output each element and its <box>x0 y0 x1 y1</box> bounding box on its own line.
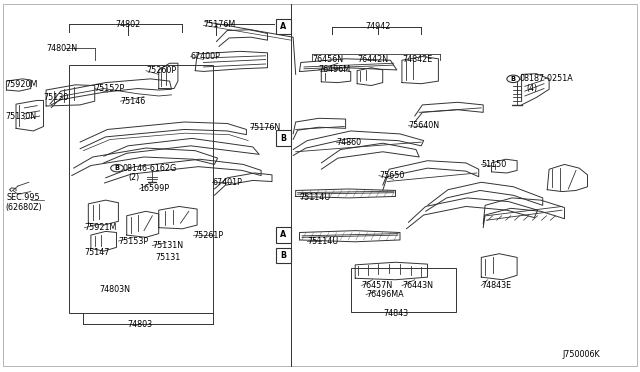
Text: 75146: 75146 <box>120 97 145 106</box>
Text: (4): (4) <box>526 84 537 93</box>
Text: 74942: 74942 <box>365 22 390 31</box>
Text: 74802: 74802 <box>115 20 141 29</box>
Text: 51150: 51150 <box>481 160 506 169</box>
Text: 76443N: 76443N <box>402 281 433 290</box>
Text: (62680Z): (62680Z) <box>5 203 42 212</box>
Text: 75131: 75131 <box>155 253 180 262</box>
Text: 16599P: 16599P <box>140 185 170 193</box>
Text: A: A <box>280 230 287 239</box>
Text: 75261P: 75261P <box>193 231 223 240</box>
Text: 74843E: 74843E <box>481 281 511 290</box>
Text: B: B <box>280 251 287 260</box>
Text: 75114U: 75114U <box>307 237 339 246</box>
Text: 75640N: 75640N <box>408 121 440 130</box>
Text: 75153P: 75153P <box>118 237 148 246</box>
Text: 67401P: 67401P <box>212 178 243 187</box>
Text: 75260P: 75260P <box>146 66 176 75</box>
Text: (2): (2) <box>128 173 140 182</box>
Text: 75147: 75147 <box>84 248 110 257</box>
Text: 08187-0251A: 08187-0251A <box>520 74 573 83</box>
Text: 74803N: 74803N <box>99 285 130 294</box>
Bar <box>276 130 291 146</box>
Circle shape <box>111 164 124 172</box>
Text: 74803: 74803 <box>127 320 152 329</box>
Text: B: B <box>115 165 120 171</box>
Text: 75130N: 75130N <box>5 112 36 121</box>
Text: 76457N: 76457N <box>362 281 393 290</box>
Text: 75921M: 75921M <box>84 223 117 232</box>
Text: J750006K: J750006K <box>563 350 600 359</box>
Text: 76456N: 76456N <box>312 55 344 64</box>
Text: 74860: 74860 <box>336 138 361 147</box>
Text: SEC.995: SEC.995 <box>6 193 40 202</box>
Text: 75114U: 75114U <box>300 193 331 202</box>
Text: A: A <box>280 22 287 31</box>
Text: B: B <box>511 76 516 82</box>
Text: 74843: 74843 <box>383 309 408 318</box>
Bar <box>351 268 456 312</box>
Text: 74842E: 74842E <box>402 55 432 64</box>
Text: 08146-6162G: 08146-6162G <box>123 164 177 173</box>
Text: 75650: 75650 <box>379 171 404 180</box>
Circle shape <box>507 75 520 83</box>
Text: 75152P: 75152P <box>95 84 125 93</box>
Text: 75920M: 75920M <box>5 80 38 89</box>
Text: 67400P: 67400P <box>191 52 221 61</box>
Bar <box>276 248 291 263</box>
Text: 74802N: 74802N <box>46 44 77 53</box>
Text: 75130: 75130 <box>44 93 68 102</box>
Bar <box>276 19 291 34</box>
Bar <box>69 65 213 313</box>
Text: 76496M: 76496M <box>319 65 351 74</box>
Text: 76442N: 76442N <box>357 55 388 64</box>
Text: 76496MA: 76496MA <box>366 290 404 299</box>
Text: B: B <box>280 134 287 142</box>
Text: 75176N: 75176N <box>250 123 281 132</box>
Text: 75176M: 75176M <box>204 20 236 29</box>
Text: 75131N: 75131N <box>152 241 184 250</box>
Bar <box>276 227 291 243</box>
